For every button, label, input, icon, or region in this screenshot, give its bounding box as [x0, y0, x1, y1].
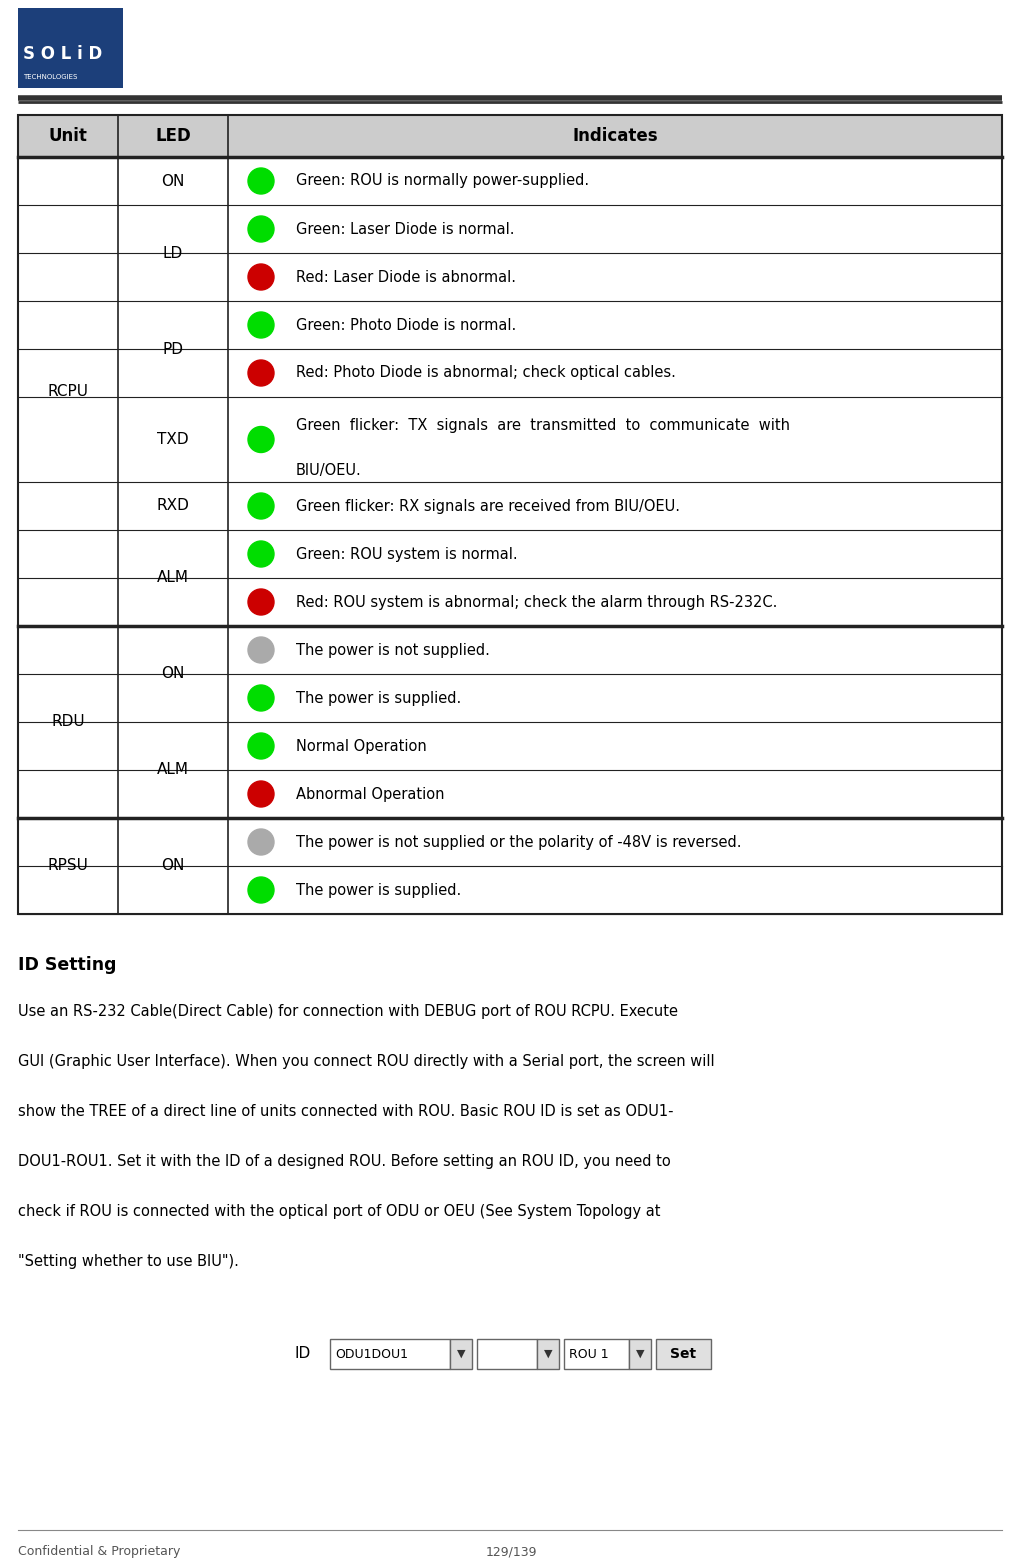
Text: GUI (Graphic User Interface). When you connect ROU directly with a Serial port, : GUI (Graphic User Interface). When you c… [18, 1054, 714, 1068]
Text: Green  flicker:  TX  signals  are  transmitted  to  communicate  with: Green flicker: TX signals are transmitte… [296, 419, 790, 433]
Text: Green flicker: RX signals are received from BIU/OEU.: Green flicker: RX signals are received f… [296, 498, 680, 514]
Bar [330, 1339, 449, 1368]
Text: check if ROU is connected with the optical port of ODU or OEU (See System Topolo: check if ROU is connected with the optic… [18, 1204, 660, 1218]
Circle shape [248, 169, 274, 194]
Bar [655, 1339, 710, 1368]
Text: RDU: RDU [51, 714, 85, 729]
Circle shape [248, 637, 274, 662]
Circle shape [248, 829, 274, 854]
Circle shape [248, 312, 274, 337]
Text: RXD: RXD [156, 498, 190, 514]
Circle shape [248, 264, 274, 291]
Text: RPSU: RPSU [48, 859, 89, 873]
Bar [18, 116, 1001, 914]
Text: ▼: ▼ [543, 1350, 551, 1359]
Text: 129/139: 129/139 [485, 1545, 536, 1559]
Text: ON: ON [161, 667, 184, 681]
Circle shape [248, 876, 274, 903]
Bar [18, 116, 1001, 158]
Text: RCPU: RCPU [48, 384, 89, 398]
Text: Green: Laser Diode is normal.: Green: Laser Diode is normal. [296, 222, 514, 236]
Text: Normal Operation: Normal Operation [296, 739, 426, 753]
Circle shape [248, 494, 274, 519]
Text: ▼: ▼ [635, 1350, 644, 1359]
Circle shape [248, 359, 274, 386]
Text: ALM: ALM [157, 570, 189, 586]
Bar [564, 1339, 629, 1368]
Text: TXD: TXD [157, 433, 189, 447]
Text: TECHNOLOGIES: TECHNOLOGIES [23, 73, 77, 80]
Circle shape [248, 686, 274, 711]
Text: ON: ON [161, 173, 184, 189]
Bar [477, 1339, 536, 1368]
Text: Red: Photo Diode is abnormal; check optical cables.: Red: Photo Diode is abnormal; check opti… [296, 366, 676, 381]
Text: Use an RS-232 Cable(Direct Cable) for connection with DEBUG port of ROU RCPU. Ex: Use an RS-232 Cable(Direct Cable) for co… [18, 1004, 678, 1018]
Text: The power is not supplied.: The power is not supplied. [296, 642, 489, 658]
Text: LD: LD [163, 245, 183, 261]
Text: Abnormal Operation: Abnormal Operation [296, 787, 444, 801]
Text: BIU/OEU.: BIU/OEU. [296, 462, 362, 478]
Text: ID: ID [294, 1346, 311, 1362]
Text: Indicates: Indicates [572, 127, 657, 145]
Text: ON: ON [161, 859, 184, 873]
Text: DOU1-ROU1. Set it with the ID of a designed ROU. Before setting an ROU ID, you n: DOU1-ROU1. Set it with the ID of a desig… [18, 1154, 671, 1168]
Circle shape [248, 589, 274, 615]
Text: show the TREE of a direct line of units connected with ROU. Basic ROU ID is set : show the TREE of a direct line of units … [18, 1104, 673, 1118]
Text: Red: Laser Diode is abnormal.: Red: Laser Diode is abnormal. [296, 270, 516, 284]
Text: Green: ROU system is normal.: Green: ROU system is normal. [296, 547, 517, 561]
Text: Unit: Unit [49, 127, 88, 145]
Text: Green: ROU is normally power-supplied.: Green: ROU is normally power-supplied. [296, 173, 589, 189]
Text: ODU1DOU1: ODU1DOU1 [334, 1348, 408, 1361]
Bar [536, 1339, 558, 1368]
Text: The power is supplied.: The power is supplied. [296, 690, 461, 706]
Text: ALM: ALM [157, 762, 189, 778]
Text: Red: ROU system is abnormal; check the alarm through RS-232C.: Red: ROU system is abnormal; check the a… [296, 595, 776, 609]
Bar [449, 1339, 472, 1368]
Circle shape [248, 781, 274, 808]
Text: The power is supplied.: The power is supplied. [296, 883, 461, 898]
Bar [629, 1339, 650, 1368]
Circle shape [248, 540, 274, 567]
Circle shape [248, 733, 274, 759]
Text: PD: PD [162, 342, 183, 356]
Text: "Setting whether to use BIU").: "Setting whether to use BIU"). [18, 1254, 238, 1268]
Text: Set: Set [669, 1346, 695, 1361]
Bar [18, 8, 123, 87]
Text: ID Setting: ID Setting [18, 956, 116, 975]
Text: ▼: ▼ [457, 1350, 465, 1359]
Text: The power is not supplied or the polarity of -48V is reversed.: The power is not supplied or the polarit… [296, 834, 741, 850]
Text: Confidential & Proprietary: Confidential & Proprietary [18, 1545, 180, 1559]
Text: S O L i D: S O L i D [23, 45, 102, 62]
Text: Green: Photo Diode is normal.: Green: Photo Diode is normal. [296, 317, 516, 333]
Circle shape [248, 426, 274, 453]
Text: LED: LED [155, 127, 191, 145]
Circle shape [248, 216, 274, 242]
Text: ROU 1: ROU 1 [569, 1348, 608, 1361]
